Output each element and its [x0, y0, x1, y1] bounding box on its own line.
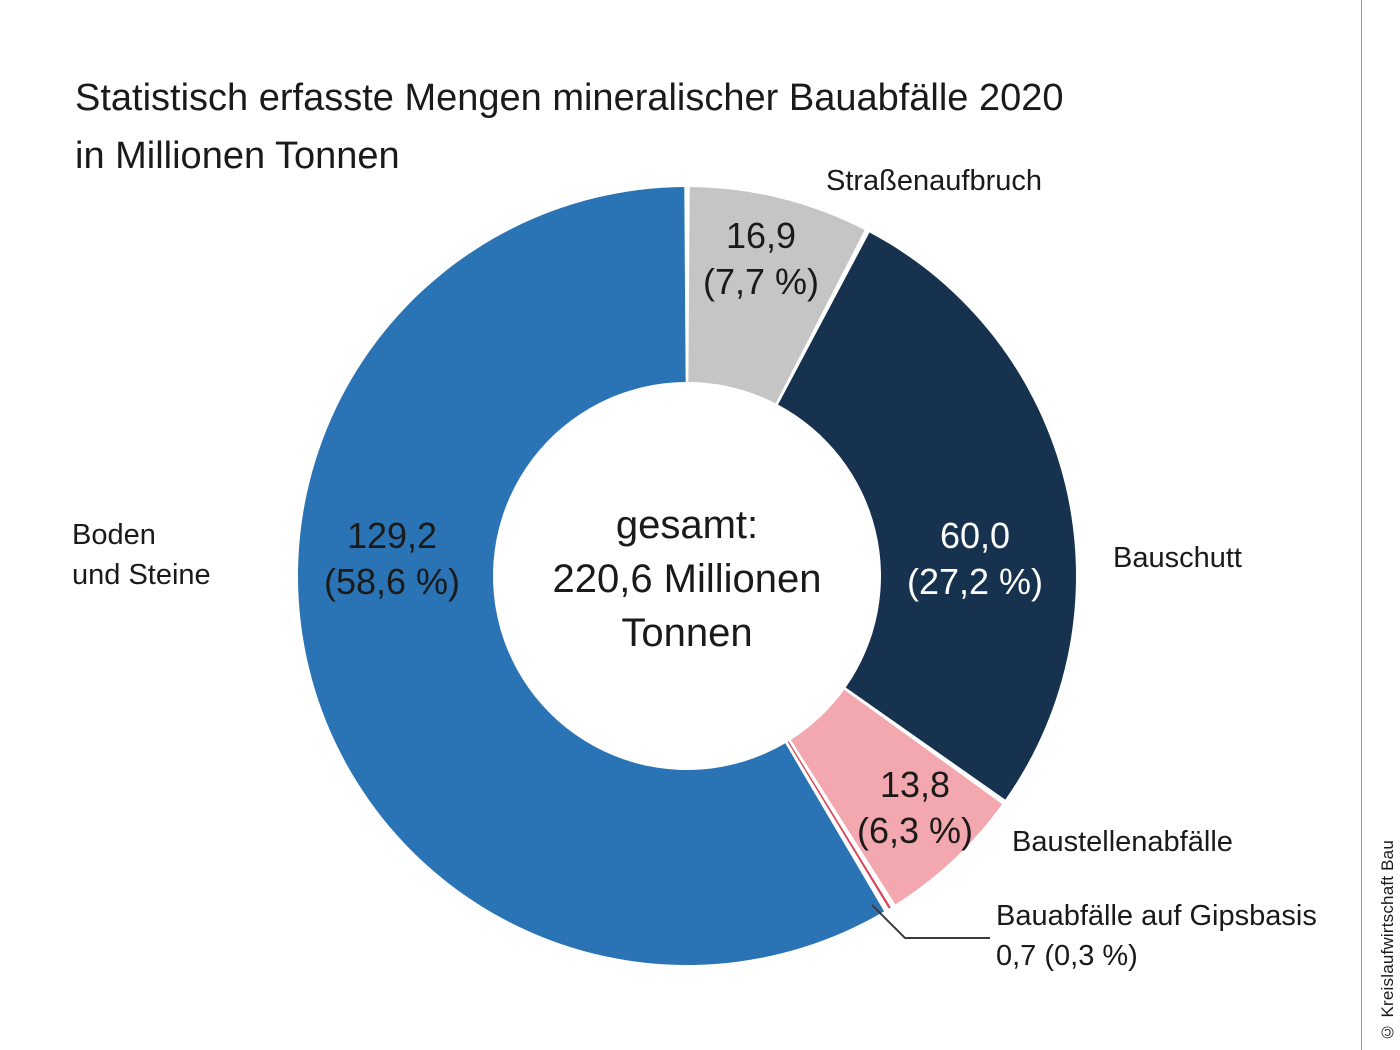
donut-slice-boden-und-steine[interactable] [298, 187, 885, 966]
category-label-gipsbasis-line-1: Bauabfälle auf Gipsbasis [996, 900, 1317, 932]
slice-value-label-group: 16,9 (7,7 %) 60,0 (27,2 %) 13,8 (6,3 %) … [324, 215, 1043, 851]
donut-slice-group [298, 187, 1076, 966]
donut-slice-baustellenabf-lle[interactable] [790, 689, 1003, 905]
chart-title-line-1: Statistisch erfasste Mengen mineralische… [75, 77, 1064, 119]
right-divider-rule [1361, 0, 1362, 1050]
value-strassenaufbruch: 16,9 [726, 215, 796, 256]
donut-slice-bauabf-lle-auf-gipsbasis[interactable] [787, 741, 891, 909]
value-baustellenabfaelle: 13,8 [880, 764, 950, 805]
category-label-strassenaufbruch: Straßenaufbruch [826, 165, 1042, 197]
percent-bauschutt: (27,2 %) [907, 561, 1043, 602]
donut-slice-stra-enaufbruch[interactable] [688, 187, 865, 404]
category-label-baustellenabfaelle: Baustellenabfälle [1012, 826, 1233, 858]
center-line-1: gesamt: [616, 503, 758, 547]
center-total-label: gesamt: 220,6 Millionen Tonnen [552, 503, 821, 655]
value-boden: 129,2 [347, 515, 437, 556]
percent-strassenaufbruch: (7,7 %) [703, 261, 819, 302]
category-label-gipsbasis-line-2: 0,7 (0,3 %) [996, 940, 1138, 972]
center-line-3: Tonnen [621, 611, 752, 655]
category-label-boden-line-2: und Steine [72, 559, 211, 591]
chart-title-line-2: in Millionen Tonnen [75, 135, 400, 177]
donut-slice-bauschutt[interactable] [778, 232, 1076, 800]
category-label-bauschutt: Bauschutt [1113, 542, 1242, 574]
gipsbasis-leader-line [871, 904, 990, 939]
percent-baustellenabfaelle: (6,3 %) [857, 810, 973, 851]
value-bauschutt: 60,0 [940, 515, 1010, 556]
center-line-2: 220,6 Millionen [552, 557, 821, 601]
category-label-boden-line-1: Boden [72, 519, 156, 551]
percent-boden: (58,6 %) [324, 561, 460, 602]
copyright-notice: © Kreislaufwirtschaft Bau [1378, 840, 1397, 1042]
